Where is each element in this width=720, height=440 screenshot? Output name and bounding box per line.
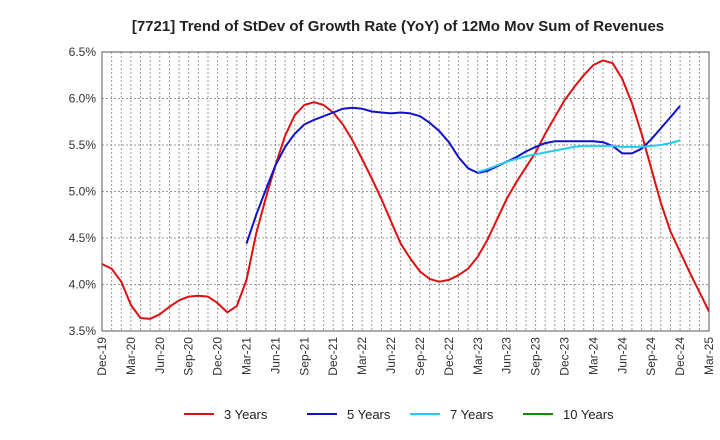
x-tick-label: Dec-23 — [557, 337, 571, 376]
y-tick-label: 6.0% — [69, 92, 97, 106]
grid — [101, 51, 710, 332]
x-tick-label: Dec-21 — [326, 337, 340, 376]
plot-frame — [101, 51, 710, 332]
legend-label: 5 Years — [347, 407, 391, 422]
x-tick-label: Sep-22 — [413, 337, 427, 376]
legend-label: 10 Years — [563, 407, 614, 422]
x-tick-label: Mar-23 — [471, 337, 485, 375]
legend: 3 Years 5 Years 7 Years 10 Years — [184, 407, 614, 422]
x-tick-label: Mar-22 — [355, 337, 369, 375]
y-tick-label: 4.5% — [69, 231, 97, 245]
x-tick-label: Jun-20 — [153, 337, 167, 374]
x-axis-labels: Dec-19 Mar-20 Jun-20 Sep-20 Dec-20 Mar-21 Jun-… — [95, 337, 716, 376]
series-line-7-years — [477, 139, 681, 173]
y-tick-label: 6.5% — [69, 45, 97, 59]
x-tick-label: Mar-21 — [240, 337, 254, 375]
legend-label: 7 Years — [450, 407, 494, 422]
x-tick-label: Jun-22 — [384, 337, 398, 374]
y-tick-label: 4.0% — [69, 278, 97, 292]
x-tick-label: Jun-21 — [268, 337, 282, 374]
x-tick-label: Jun-24 — [615, 337, 629, 374]
x-tick-label: Mar-20 — [124, 337, 138, 375]
series-line-3-years — [101, 59, 710, 320]
y-axis-labels: 3.5% 4.0% 4.5% 5.0% 5.5% 6.0% 6.5% — [69, 45, 97, 338]
series-line-5-years — [245, 105, 681, 244]
x-tick-label: Sep-23 — [529, 337, 543, 376]
legend-label: 3 Years — [224, 407, 268, 422]
x-tick-label: Dec-20 — [211, 337, 225, 376]
y-tick-label: 3.5% — [69, 324, 97, 338]
y-tick-label: 5.0% — [69, 185, 97, 199]
x-tick-label: Mar-24 — [586, 337, 600, 375]
x-tick-label: Mar-25 — [702, 337, 716, 375]
x-tick-label: Dec-19 — [95, 337, 109, 376]
x-tick-label: Sep-21 — [297, 337, 311, 376]
x-tick-label: Sep-20 — [182, 337, 196, 376]
chart-title: [7721] Trend of StDev of Growth Rate (Yo… — [132, 18, 664, 35]
y-tick-label: 5.5% — [69, 138, 97, 152]
x-tick-label: Dec-22 — [442, 337, 456, 376]
x-tick-label: Dec-24 — [673, 337, 687, 376]
x-tick-label: Jun-23 — [500, 337, 514, 374]
series-lines — [101, 59, 710, 320]
x-tick-label: Sep-24 — [644, 337, 658, 376]
